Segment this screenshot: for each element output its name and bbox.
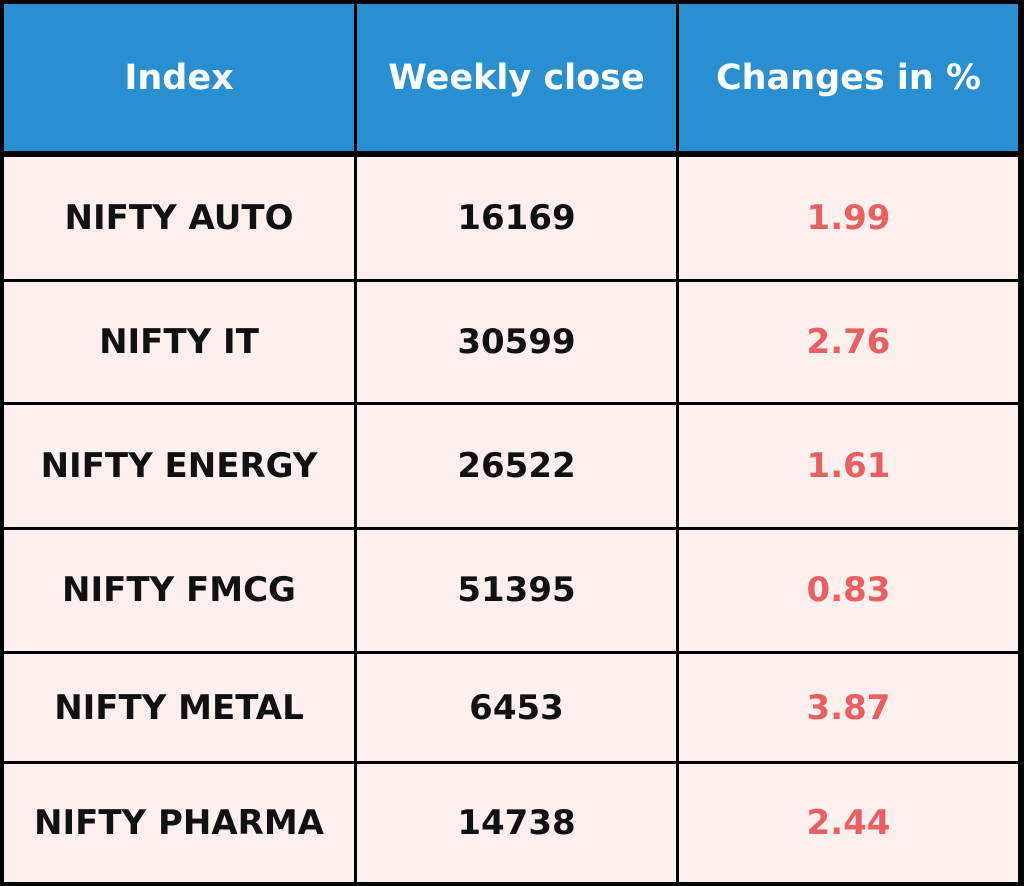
change-percent-cell: 2.76: [679, 281, 1018, 406]
change-percent-cell: 3.87: [679, 653, 1018, 765]
weekly-close-cell: 14738: [357, 764, 679, 882]
index-name-cell: NIFTY IT: [4, 281, 357, 406]
weekly-close-cell: 26522: [357, 405, 679, 531]
header-weekly-close: Weekly close: [357, 4, 679, 157]
weekly-close-cell: 16169: [357, 157, 679, 282]
table-row: NIFTY FMCG 51395 0.83: [4, 530, 1018, 654]
header-row: Index Weekly close Changes in %: [4, 4, 1018, 157]
change-percent-cell: 0.83: [679, 530, 1018, 654]
table-row: NIFTY IT 30599 2.76: [4, 281, 1018, 406]
table-row: NIFTY METAL 6453 3.87: [4, 653, 1018, 765]
index-table: Index Weekly close Changes in % NIFTY AU…: [4, 4, 1018, 882]
weekly-close-cell: 6453: [357, 653, 679, 765]
table-body: NIFTY AUTO 16169 1.99 NIFTY IT 30599 2.76 NIFT…: [4, 157, 1018, 882]
header-index: Index: [4, 4, 357, 157]
header-change-percent: Changes in %: [679, 4, 1018, 157]
index-name-cell: NIFTY ENERGY: [4, 405, 357, 531]
weekly-close-cell: 30599: [357, 281, 679, 406]
change-percent-cell: 1.99: [679, 157, 1018, 282]
table-row: NIFTY ENERGY 26522 1.61: [4, 405, 1018, 531]
index-name-cell: NIFTY AUTO: [4, 157, 357, 282]
index-name-cell: NIFTY PHARMA: [4, 764, 357, 882]
index-name-cell: NIFTY FMCG: [4, 530, 357, 654]
weekly-close-cell: 51395: [357, 530, 679, 654]
table-row: NIFTY AUTO 16169 1.99: [4, 157, 1018, 282]
table-row: NIFTY PHARMA 14738 2.44: [4, 764, 1018, 882]
change-percent-cell: 2.44: [679, 764, 1018, 882]
change-percent-cell: 1.61: [679, 405, 1018, 531]
index-name-cell: NIFTY METAL: [4, 653, 357, 765]
